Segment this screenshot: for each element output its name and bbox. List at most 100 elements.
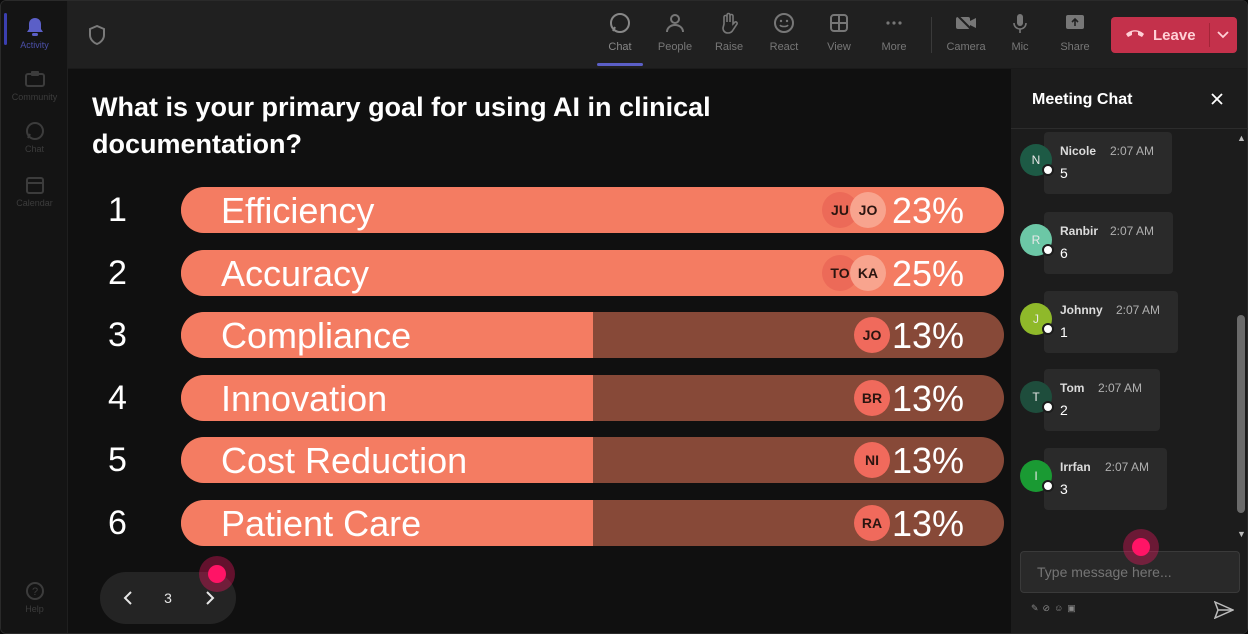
attach-icon[interactable]: ⊘	[1042, 603, 1055, 613]
poll-question: What is your primary goal for using AI i…	[92, 92, 711, 159]
poll-result-fill	[181, 500, 593, 546]
toolbar-raise-button[interactable]: Raise	[706, 11, 752, 61]
svg-text:?: ?	[31, 586, 37, 598]
chat-icon	[608, 11, 632, 35]
poll-option-label: Accuracy	[221, 253, 370, 294]
poll-option-number: 6	[108, 504, 127, 542]
chat-active-underline	[597, 63, 643, 66]
poll-option-percent: 13%	[891, 503, 964, 544]
chat-message-list[interactable]: Nicole 2:07 AM 5 N Ranbir 2:07 AM 6 R Johnny 2:07…	[1011, 129, 1233, 543]
poll-result-bar: Innovation BR 13%	[181, 375, 1004, 421]
camera-off-icon	[954, 11, 978, 35]
poll-option-label: Compliance	[221, 315, 412, 356]
meeting-toolbar: Chat People Raise React View	[68, 1, 1247, 69]
share-screen-icon	[1063, 11, 1087, 35]
message-bubble: Johnny 2:07 AM 1	[1044, 291, 1178, 353]
chat-message[interactable]: Johnny 2:07 AM 1 J	[1019, 291, 1233, 355]
voter-avatar: JO	[854, 317, 890, 353]
chat-scrollbar[interactable]: ▲ ▼	[1233, 129, 1247, 543]
toolbar-react-button[interactable]: React	[761, 11, 807, 61]
message-sender: Irrfan	[1060, 460, 1091, 474]
chat-message[interactable]: Irrfan 2:07 AM 3 I	[1019, 448, 1233, 512]
toolbar-share-button[interactable]: Share	[1052, 11, 1098, 61]
poll-option-percent: 13%	[891, 378, 964, 419]
voter-avatar: BR	[854, 380, 890, 416]
message-text: 3	[1060, 481, 1068, 497]
page-number: 3	[164, 590, 172, 606]
message-text: 5	[1060, 165, 1068, 181]
chevron-left-icon[interactable]	[118, 588, 138, 613]
rail-item-calendar[interactable]: Calendar	[1, 165, 68, 217]
message-text: 6	[1060, 245, 1068, 261]
rail-item-help[interactable]: ? Help	[1, 571, 68, 623]
poll-option-number: 3	[108, 316, 127, 354]
grid-view-icon	[827, 11, 851, 35]
chat-title: Meeting Chat	[1032, 91, 1133, 108]
raise-hand-icon	[717, 11, 741, 35]
poll-option-row: 6 Patient Care RA 13%	[68, 500, 1011, 546]
chat-message[interactable]: Nicole 2:07 AM 5 N	[1019, 132, 1233, 196]
poll-option-percent: 23%	[891, 190, 964, 231]
compose-tools: ✎⊘☺▣	[1031, 603, 1080, 614]
chevron-right-icon[interactable]	[200, 588, 220, 613]
help-icon: ?	[25, 581, 45, 601]
community-icon	[24, 69, 45, 89]
avatar[interactable]: N	[1020, 144, 1052, 176]
gif-icon[interactable]: ▣	[1067, 603, 1080, 613]
rail-item-chat[interactable]: Chat	[1, 111, 68, 163]
poll-option-label: Cost Reduction	[221, 440, 468, 481]
presence-status-icon	[1042, 480, 1054, 492]
poll-option-row: 3 Compliance JO 13%	[68, 312, 1011, 358]
rail-item-activity[interactable]: Activity	[1, 7, 68, 59]
toolbar-view-button[interactable]: View	[816, 11, 862, 61]
poll-result-fill	[181, 375, 593, 421]
poll-option-row: 5 Cost Reduction NI 13%	[68, 437, 1011, 483]
poll-result-bar: Cost Reduction NI 13%	[181, 437, 1004, 483]
close-icon[interactable]	[1209, 91, 1225, 112]
click-marker-core	[208, 565, 226, 583]
chevron-down-icon[interactable]	[1215, 26, 1231, 46]
chat-message-input[interactable]	[1020, 551, 1240, 593]
rail-item-community[interactable]: Community	[1, 59, 68, 111]
scroll-down-arrow-icon[interactable]: ▼	[1237, 529, 1246, 539]
send-icon[interactable]	[1213, 600, 1235, 624]
toolbar-people-button[interactable]: People	[652, 11, 698, 61]
shield-icon[interactable]	[88, 24, 106, 50]
rail-active-indicator	[4, 13, 7, 45]
message-bubble: Irrfan 2:07 AM 3	[1044, 448, 1167, 510]
toolbar-mic-button[interactable]: Mic	[997, 11, 1043, 61]
poll-result-bar: Patient Care RA 13%	[181, 500, 1004, 546]
toolbar-more-label: More	[881, 41, 907, 53]
chat-message[interactable]: Tom 2:07 AM 2 T	[1019, 369, 1233, 433]
message-sender: Tom	[1060, 381, 1085, 395]
emoji-icon[interactable]: ☺	[1054, 603, 1068, 613]
voter-avatar: NI	[854, 442, 890, 478]
scroll-up-arrow-icon[interactable]: ▲	[1237, 133, 1246, 143]
format-icon[interactable]: ✎	[1031, 603, 1043, 613]
leave-button[interactable]: Leave	[1111, 17, 1237, 53]
emoji-icon	[772, 11, 796, 35]
poll-option-label: Patient Care	[221, 503, 422, 544]
poll-option-percent: 25%	[891, 253, 964, 294]
phone-hangup-icon	[1125, 27, 1145, 44]
message-timestamp: 2:07 AM	[1110, 144, 1155, 158]
poll-option-number: 4	[108, 379, 127, 417]
toolbar-react-label: React	[769, 41, 799, 53]
bell-icon	[25, 17, 45, 37]
message-timestamp: 2:07 AM	[1110, 224, 1155, 238]
poll-option-number: 5	[108, 441, 127, 479]
toolbar-mic-label: Mic	[1011, 41, 1029, 53]
toolbar-chat-button[interactable]: Chat	[597, 11, 643, 61]
chat-message[interactable]: Ranbir 2:07 AM 6 R	[1019, 212, 1233, 276]
toolbar-more-button[interactable]: More	[871, 11, 917, 61]
chat-header: Meeting Chat	[1011, 69, 1247, 129]
presence-status-icon	[1042, 323, 1054, 335]
rail-label: Calendar	[16, 197, 53, 208]
toolbar-divider	[931, 17, 932, 53]
message-bubble: Ranbir 2:07 AM 6	[1044, 212, 1173, 274]
message-bubble: Nicole 2:07 AM 5	[1044, 132, 1172, 194]
scrollbar-thumb[interactable]	[1237, 315, 1245, 513]
toolbar-camera-button[interactable]: Camera	[943, 11, 989, 61]
presence-status-icon	[1042, 244, 1054, 256]
